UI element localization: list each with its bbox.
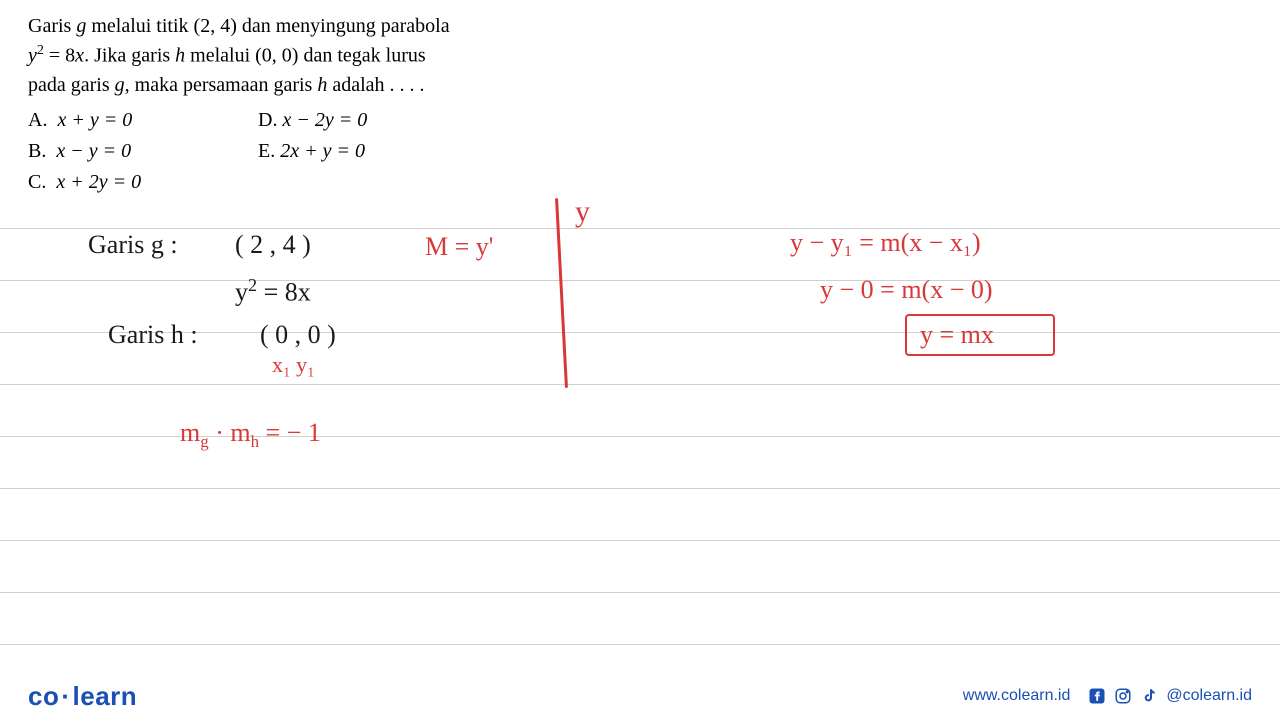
problem-line2-sup: 2	[37, 43, 44, 58]
problem-line3-pre: pada garis	[28, 74, 115, 96]
problem-line3-mid: , maka persamaan garis	[125, 74, 318, 96]
logo-dot: ·	[61, 681, 70, 711]
problem-text: Garis g melalui titik (2, 4) dan menying…	[28, 12, 568, 197]
hw-garis-g-label: Garis g :	[88, 230, 178, 260]
footer-right: www.colearn.id @colearn.id	[963, 687, 1252, 705]
facebook-icon	[1088, 687, 1106, 705]
hw-y-letter: y	[575, 195, 590, 229]
red-answer-box	[905, 314, 1055, 356]
hw-mg-mh: mg · mh = − 1	[180, 418, 321, 452]
hw-garis-h-point: ( 0 , 0 )	[260, 320, 336, 350]
problem-line3-g: g	[115, 74, 125, 96]
hw-y2-8x: y2 = 8x	[235, 275, 311, 308]
problem-line2-eq: = 8	[44, 45, 75, 67]
choice-d: D. x − 2y = 0	[258, 106, 488, 135]
hw-m-eq-y: M = y'	[425, 232, 493, 262]
brand-logo: co·learn	[28, 681, 137, 712]
choice-e: E. 2x + y = 0	[258, 137, 488, 166]
choice-a: A. x + y = 0	[28, 106, 258, 135]
social-icons: @colearn.id	[1088, 687, 1252, 705]
choice-b: B. x − y = 0	[28, 137, 258, 166]
problem-line2-h: h	[175, 45, 185, 67]
answer-choices: A. x + y = 0 D. x − 2y = 0 B. x − y = 0 …	[28, 106, 568, 197]
problem-line1-g: g	[76, 15, 86, 37]
tiktok-icon	[1140, 687, 1158, 705]
choice-c: C. x + 2y = 0	[28, 168, 258, 197]
logo-co: co	[28, 681, 59, 711]
problem-line1-mid: melalui titik (2, 4) dan menyingung para…	[86, 15, 449, 37]
footer-url: www.colearn.id	[963, 687, 1071, 705]
problem-line3-h: h	[317, 74, 327, 96]
red-vertical-divider	[555, 198, 568, 388]
problem-line1-pre: Garis	[28, 15, 76, 37]
logo-learn: learn	[73, 681, 138, 711]
problem-line2-x: x	[75, 45, 84, 67]
hw-eq1: y − y₁ = m(x − x₁)	[790, 228, 981, 258]
hw-x1y1: x₁ y₁	[272, 352, 315, 378]
footer: co·learn www.colearn.id @colearn.id	[0, 672, 1280, 720]
hw-garis-h-label: Garis h :	[108, 320, 198, 350]
problem-line2-end: melalui (0, 0) dan tegak lurus	[185, 45, 426, 67]
problem-line2-mid: . Jika garis	[84, 45, 175, 67]
footer-handle: @colearn.id	[1166, 687, 1252, 705]
hw-eq2: y − 0 = m(x − 0)	[820, 275, 993, 305]
problem-line2-y: y	[28, 45, 37, 67]
hw-garis-g-point: ( 2 , 4 )	[235, 230, 311, 260]
instagram-icon	[1114, 687, 1132, 705]
problem-line3-end: adalah . . . .	[327, 74, 424, 96]
